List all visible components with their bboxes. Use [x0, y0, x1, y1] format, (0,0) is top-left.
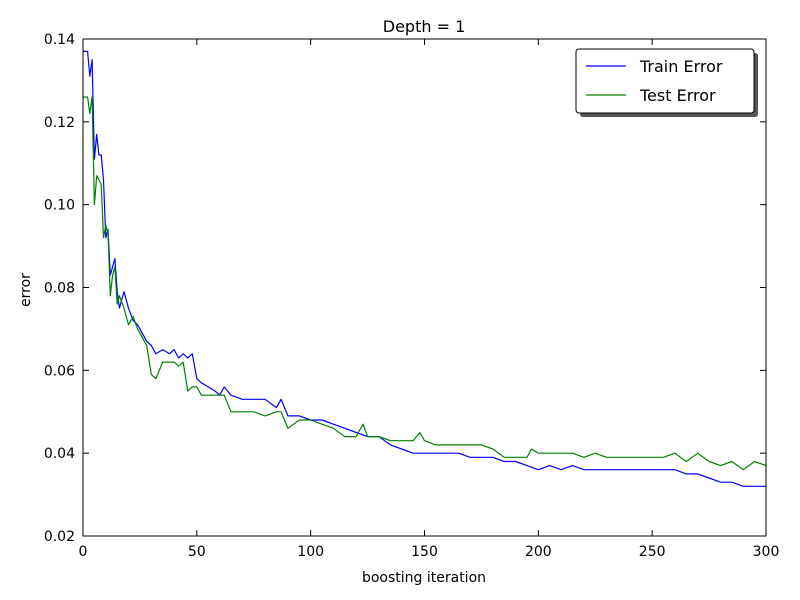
plot-frame: [82, 38, 767, 537]
axis-ticks: 0 50 100 150 200 250 300 0.02 0.04 0.06 0.08 0.10 0.…: [44, 32, 780, 560]
y-axis-label: error: [18, 273, 34, 307]
legend: Train Error Test Error: [575, 48, 758, 117]
legend-label-train: Train Error: [639, 57, 723, 76]
y-tick-label: 0.06: [44, 363, 75, 379]
legend-box: [575, 48, 755, 114]
train-error-line: [83, 50, 766, 487]
x-tick-label: 250: [639, 544, 666, 560]
x-tick-label: 150: [411, 544, 438, 560]
legend-label-test: Test Error: [639, 86, 716, 105]
y-tick-label: 0.12: [44, 115, 75, 131]
x-tick-label: 200: [525, 544, 552, 560]
x-tick-label: 100: [297, 544, 324, 560]
y-tick-label: 0.02: [44, 529, 75, 545]
x-tick-label: 50: [188, 544, 206, 560]
y-tick-label: 0.04: [44, 446, 75, 462]
series-layer: [83, 50, 767, 487]
x-axis-label: boosting iteration: [362, 570, 486, 586]
y-tick-label: 0.10: [44, 198, 75, 214]
x-tick-label: 300: [753, 544, 780, 560]
y-tick-label: 0.14: [44, 32, 75, 48]
test-error-line: [83, 96, 767, 471]
y-tick-label: 0.08: [44, 281, 75, 297]
chart-title: Depth = 1: [383, 17, 466, 36]
x-tick-label: 0: [79, 544, 88, 560]
